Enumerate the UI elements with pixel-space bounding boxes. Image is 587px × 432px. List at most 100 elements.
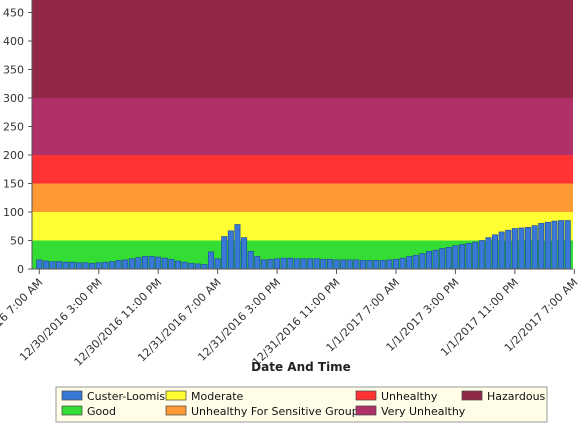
bar (439, 248, 446, 270)
axes (31, 0, 573, 270)
y-axis-ticks: 0 50 100 150 200 250 300 350 400 450 (3, 7, 32, 276)
bar (340, 259, 347, 270)
y-tick-label: 350 (3, 64, 24, 77)
bar (432, 249, 439, 270)
bar (300, 258, 307, 270)
y-tick-label: 150 (3, 178, 24, 191)
bar (558, 220, 565, 270)
legend-swatch (461, 390, 483, 401)
bar (201, 264, 208, 270)
legend-swatch (61, 390, 83, 401)
y-tick-label: 300 (3, 92, 24, 105)
bar (161, 257, 168, 270)
y-tick-label: 100 (3, 206, 24, 219)
y-tick-label: 450 (3, 7, 24, 20)
bar (531, 225, 538, 270)
legend-swatch (165, 390, 187, 401)
bar (287, 257, 294, 270)
bar (155, 256, 162, 270)
bar (326, 258, 333, 270)
legend-item: Very Unhealthy (355, 405, 466, 418)
bar (128, 258, 135, 270)
bar (406, 256, 413, 270)
bar (254, 256, 261, 270)
bar (141, 256, 148, 270)
bar (373, 260, 380, 270)
bar (320, 258, 327, 270)
bar (95, 262, 102, 270)
bar (511, 228, 518, 270)
bar (478, 240, 485, 270)
bar (42, 260, 49, 270)
bar (445, 246, 452, 270)
bar (122, 259, 129, 270)
bar (426, 250, 432, 270)
bar (168, 258, 175, 270)
bar (247, 250, 254, 270)
bar (102, 261, 109, 270)
bar (419, 253, 426, 270)
bar (69, 261, 76, 270)
bar (62, 261, 69, 270)
legend-swatch (61, 405, 83, 416)
legend-label: Hazardous (487, 390, 546, 403)
bar (234, 224, 241, 270)
bar (82, 262, 89, 270)
bar (194, 263, 201, 270)
legend: Custer-Loomis Moderate Unhealthy Hazardous G… (55, 386, 548, 423)
bar (366, 260, 373, 270)
bar (307, 258, 314, 270)
legend-label: Unhealthy For Sensitive Groups (191, 405, 365, 418)
bar (459, 244, 466, 270)
bar (392, 258, 399, 270)
bar (208, 251, 215, 270)
bar (188, 262, 195, 270)
legend-swatch (355, 405, 377, 416)
bar (498, 231, 505, 270)
bar (485, 237, 492, 270)
legend-swatch (165, 405, 187, 416)
bar (525, 227, 532, 270)
bar (333, 259, 340, 270)
bar (359, 260, 366, 270)
bar (518, 227, 525, 270)
bar (465, 243, 472, 270)
legend-label: Custer-Loomis (87, 390, 165, 403)
bar (89, 262, 96, 270)
bar (135, 257, 142, 270)
band-unhealthy (32, 155, 573, 184)
bar (551, 220, 558, 270)
band-hazardous (32, 0, 573, 98)
legend-label: Unhealthy (381, 390, 438, 403)
bar (412, 254, 419, 270)
bar (313, 258, 320, 270)
bar (36, 259, 43, 270)
y-tick-label: 0 (17, 263, 24, 276)
bar (49, 261, 56, 270)
bar (492, 234, 499, 270)
y-tick-label: 200 (3, 149, 24, 162)
bar (353, 259, 360, 270)
bar (260, 259, 267, 270)
bar (538, 223, 545, 270)
bar (108, 261, 115, 270)
bar (221, 236, 228, 270)
aqi-bands (32, 0, 573, 269)
y-tick-label: 50 (10, 235, 24, 248)
band-very-unhealthy (32, 98, 573, 155)
bar (399, 257, 406, 270)
bar (505, 229, 512, 270)
legend-item: Unhealthy (355, 390, 438, 403)
legend-swatch (355, 390, 377, 401)
x-axis-title: Date And Time (251, 360, 351, 374)
bar (472, 241, 479, 270)
legend-item: Good (61, 405, 116, 418)
bar (115, 260, 122, 270)
bar (452, 245, 459, 270)
bar (386, 259, 393, 270)
bar (544, 221, 551, 270)
legend-label: Very Unhealthy (381, 405, 466, 418)
bar (56, 261, 63, 270)
